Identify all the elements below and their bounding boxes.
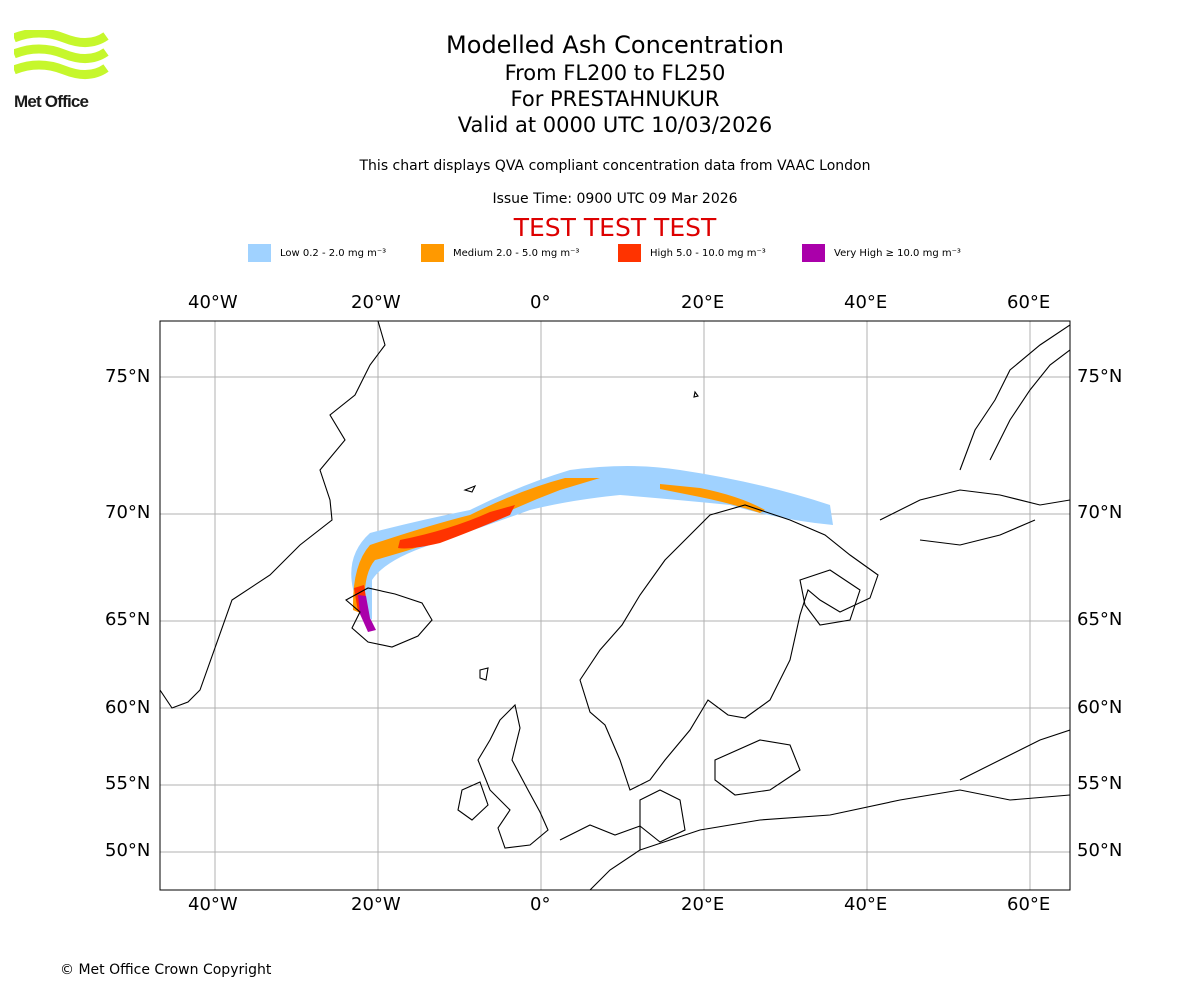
lat-label-right: 50°N	[1077, 840, 1123, 861]
gridlines	[160, 321, 1070, 890]
legend-label-low: Low 0.2 - 2.0 mg m⁻³	[280, 247, 387, 259]
lon-label-top: 60°E	[1007, 292, 1051, 313]
lat-label-right: 65°N	[1077, 609, 1123, 630]
lat-label-left: 65°N	[105, 609, 151, 630]
legend-swatch-medium	[421, 244, 444, 262]
lat-label-right: 60°N	[1077, 697, 1123, 718]
ash-plume-medium-east	[660, 484, 765, 513]
lon-label-bottom: 20°W	[351, 894, 401, 915]
lon-label-top: 40°E	[844, 292, 888, 313]
lat-label-left: 70°N	[105, 502, 151, 523]
lon-label-top: 20°E	[681, 292, 725, 313]
lon-label-bottom: 60°E	[1007, 894, 1051, 915]
lon-label-top: 20°W	[351, 292, 401, 313]
chart-subtitle: This chart displays QVA compliant concen…	[359, 158, 871, 174]
met-office-logo: Met Office	[12, 28, 114, 112]
valid-time: Valid at 0000 UTC 10/03/2026	[457, 113, 773, 137]
lat-label-left: 75°N	[105, 366, 151, 387]
lon-label-bottom: 20°E	[681, 894, 725, 915]
lat-label-left: 60°N	[105, 697, 151, 718]
legend-label-medium: Medium 2.0 - 5.0 mg m⁻³	[453, 247, 580, 259]
map-frame	[159, 320, 1071, 891]
test-banner: TEST TEST TEST	[513, 213, 717, 242]
legend-label-very-high: Very High ≥ 10.0 mg m⁻³	[834, 247, 961, 259]
legend-item-very-high: Very High ≥ 10.0 mg m⁻³	[802, 243, 961, 263]
legend-item-low: Low 0.2 - 2.0 mg m⁻³	[248, 243, 386, 263]
met-office-wave-icon	[12, 28, 109, 79]
lon-label-top: 0°	[530, 292, 551, 313]
lon-label-top: 40°W	[188, 292, 238, 313]
copyright: © Met Office Crown Copyright	[60, 962, 272, 978]
lon-label-bottom: 40°E	[844, 894, 888, 915]
coastlines	[160, 321, 1070, 890]
legend-swatch-low	[248, 244, 271, 262]
legend-swatch-very-high	[802, 244, 825, 262]
issue-time: Issue Time: 0900 UTC 09 Mar 2026	[492, 191, 738, 207]
chart-titles: Modelled Ash Concentration From FL200 to…	[415, 30, 815, 138]
legend-item-high: High 5.0 - 10.0 mg m⁻³	[618, 243, 766, 263]
lat-label-left: 50°N	[105, 840, 151, 861]
lat-label-right: 70°N	[1077, 502, 1123, 523]
lon-label-bottom: 0°	[530, 894, 551, 915]
lat-label-right: 55°N	[1077, 773, 1123, 794]
lat-label-right: 75°N	[1077, 366, 1123, 387]
legend-label-high: High 5.0 - 10.0 mg m⁻³	[650, 247, 766, 259]
ash-plume-very-high	[358, 595, 376, 632]
legend-item-medium: Medium 2.0 - 5.0 mg m⁻³	[421, 243, 579, 263]
ash-plume-high	[398, 505, 515, 549]
lat-label-left: 55°N	[105, 773, 151, 794]
ash-plume-low	[351, 466, 833, 620]
volcano-name: For PRESTAHNUKUR	[510, 87, 720, 111]
lon-label-bottom: 40°W	[188, 894, 238, 915]
flight-level-range: From FL200 to FL250	[504, 61, 726, 85]
chart-title: Modelled Ash Concentration	[446, 31, 784, 59]
legend-swatch-high	[618, 244, 641, 262]
logo-text: Met Office	[14, 92, 89, 111]
